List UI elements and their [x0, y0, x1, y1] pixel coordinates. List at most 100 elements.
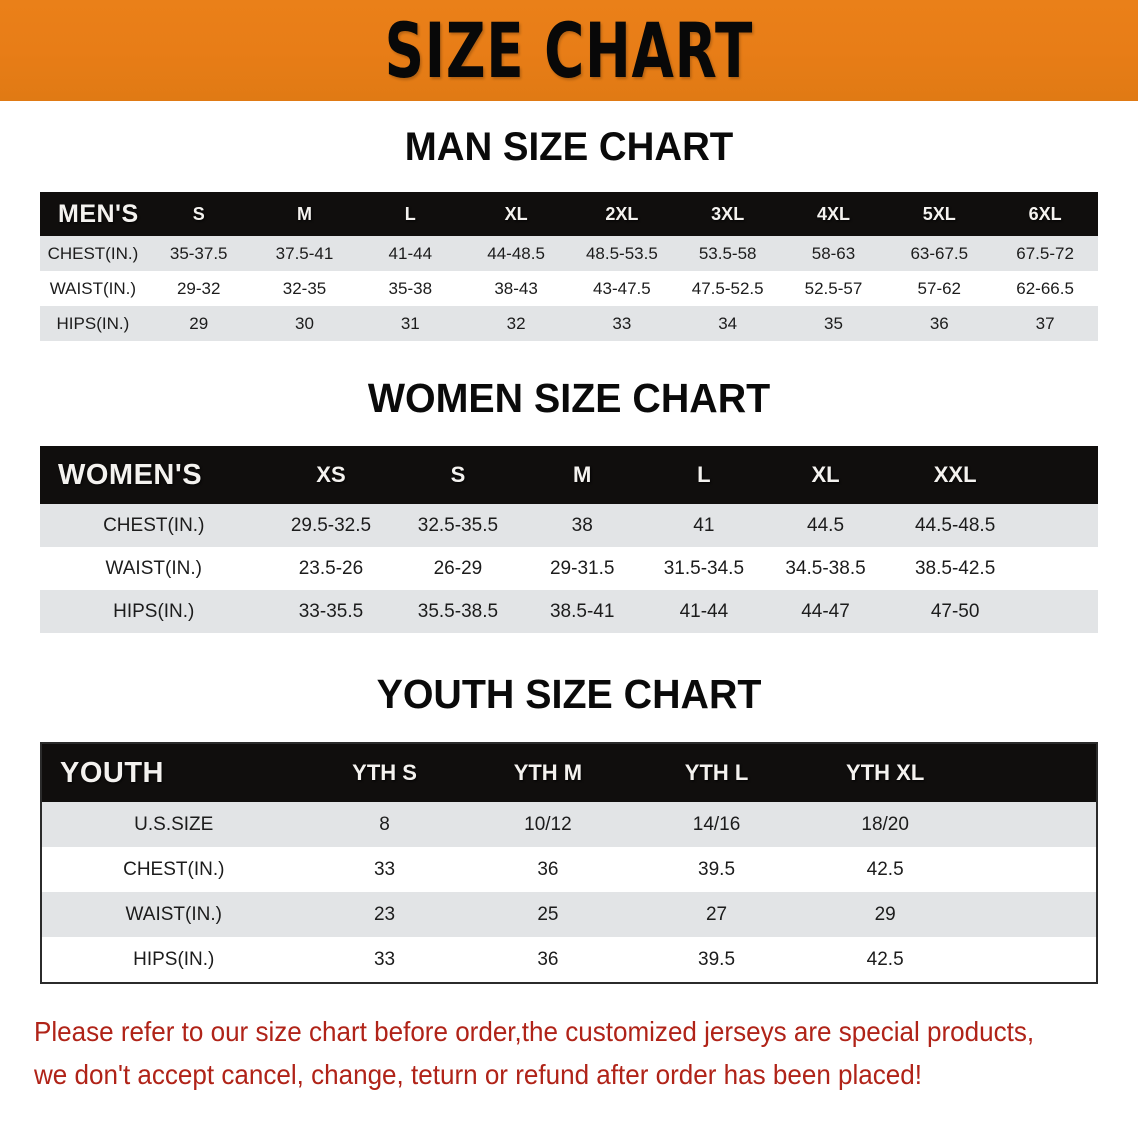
women-row-label: HIPS(IN.): [113, 600, 195, 622]
youth-cell: 25: [537, 903, 559, 925]
man-cell: 41-44: [388, 243, 433, 263]
man-cell: 37: [1035, 313, 1055, 333]
youth-row-spacer: [969, 892, 1096, 937]
man-cell: 34: [718, 313, 738, 333]
table-row: U.S.SIZE 8 10/12 14/16 18/20: [42, 802, 1096, 847]
man-col-header: 5XL: [922, 203, 956, 224]
women-cell: 31.5-34.5: [663, 557, 745, 579]
man-corner-label: MEN'S: [58, 199, 139, 228]
man-cell: 32-35: [282, 278, 327, 298]
women-col-header: XXL: [933, 462, 977, 487]
women-cell: 29.5-32.5: [290, 514, 372, 536]
women-cell: 35.5-38.5: [417, 600, 499, 622]
man-cell: 32: [506, 313, 526, 333]
man-cell: 31: [400, 313, 420, 333]
youth-cell: 36: [537, 858, 559, 880]
women-table-wrapper: WOMEN'S XS S M L XL XXL CHEST(IN.) 29.5-…: [40, 446, 1098, 633]
man-cell: 33: [612, 313, 632, 333]
disclaimer-line-2: we don't accept cancel, change, teturn o…: [34, 1059, 923, 1091]
man-cell: 53.5-58: [698, 243, 757, 263]
man-row-label: CHEST(IN.): [47, 243, 139, 263]
man-cell: 35-37.5: [169, 243, 228, 263]
women-header-spacer: [1024, 446, 1098, 504]
man-row-label: HIPS(IN.): [56, 313, 130, 333]
man-cell: 47.5-52.5: [691, 278, 764, 298]
youth-col-header: YTH L: [684, 760, 749, 785]
man-cell: 63-67.5: [910, 243, 969, 263]
women-row-label: WAIST(IN.): [105, 557, 202, 579]
man-cell: 43-47.5: [593, 278, 651, 298]
table-row: CHEST(IN.) 33 36 39.5 42.5: [42, 847, 1096, 892]
table-row: WAIST(IN.) 23 25 27 29: [42, 892, 1096, 937]
women-row-label: CHEST(IN.): [103, 514, 205, 536]
man-cell: 29: [189, 313, 209, 333]
man-table-header-row: MEN'S S M L XL 2XL 3XL 4XL 5XL 6XL: [40, 192, 1098, 236]
youth-cell: 36: [537, 948, 559, 970]
man-col-header: M: [296, 203, 312, 224]
youth-cell: 18/20: [861, 813, 909, 835]
youth-cell: 39.5: [698, 948, 736, 970]
table-row: WAIST(IN.) 23.5-26 26-29 29-31.5 31.5-34…: [40, 547, 1098, 590]
man-cell: 67.5-72: [1016, 243, 1074, 263]
youth-row-spacer: [969, 802, 1096, 847]
man-col-header: 6XL: [1028, 203, 1062, 224]
man-cell: 35-38: [388, 278, 433, 298]
youth-row-spacer: [969, 937, 1096, 982]
man-cell: 52.5-57: [804, 278, 863, 298]
man-col-header: S: [192, 203, 205, 224]
women-cell: 38.5-41: [549, 600, 615, 622]
youth-row-label: HIPS(IN.): [133, 948, 215, 970]
women-cell: 44-47: [801, 600, 850, 622]
man-cell: 62-66.5: [1016, 278, 1074, 298]
youth-col-header: YTH XL: [846, 760, 925, 785]
women-col-header: XL: [811, 462, 840, 487]
table-row: HIPS(IN.) 33 36 39.5 42.5: [42, 937, 1096, 982]
women-cell: 34.5-38.5: [785, 557, 866, 579]
women-size-table: WOMEN'S XS S M L XL XXL CHEST(IN.) 29.5-…: [40, 446, 1098, 633]
youth-header-spacer: [969, 744, 1096, 802]
youth-row-spacer: [969, 847, 1096, 892]
man-cell: 38-43: [494, 278, 538, 298]
youth-table-body: YOUTH YTH S YTH M YTH L YTH XL U.S.SIZE …: [42, 744, 1096, 982]
youth-size-table: YOUTH YTH S YTH M YTH L YTH XL U.S.SIZE …: [42, 744, 1096, 982]
youth-row-label: WAIST(IN.): [125, 903, 222, 925]
man-col-header: 3XL: [711, 203, 745, 224]
women-row-spacer: [1024, 504, 1098, 547]
youth-cell: 42.5: [866, 948, 904, 970]
page-title: SIZE CHART: [384, 5, 754, 95]
table-row: HIPS(IN.) 29 30 31 32 33 34 35 36 37: [40, 306, 1098, 341]
youth-row-label: CHEST(IN.): [123, 858, 225, 880]
youth-cell: 10/12: [524, 813, 572, 835]
man-cell: 48.5-53.5: [585, 243, 658, 263]
man-col-header: 2XL: [605, 203, 639, 224]
man-table-body: MEN'S S M L XL 2XL 3XL 4XL 5XL 6XL CHEST…: [40, 192, 1098, 341]
youth-section-title: YOUTH SIZE CHART: [376, 671, 762, 717]
youth-table-wrapper: YOUTH YTH S YTH M YTH L YTH XL U.S.SIZE …: [40, 742, 1098, 984]
women-section-title: WOMEN SIZE CHART: [367, 375, 771, 421]
man-cell: 30: [295, 313, 314, 333]
man-cell: 44-48.5: [487, 243, 545, 263]
man-cell: 35: [824, 313, 843, 333]
disclaimer-line-1: Please refer to our size chart before or…: [34, 1016, 1035, 1047]
women-corner-label: WOMEN'S: [58, 458, 203, 491]
women-col-header: M: [573, 462, 592, 487]
women-row-spacer: [1024, 547, 1098, 590]
youth-col-header: YTH M: [513, 760, 583, 785]
man-size-table: MEN'S S M L XL 2XL 3XL 4XL 5XL 6XL CHEST…: [40, 192, 1098, 341]
youth-cell: 27: [705, 903, 728, 925]
women-cell: 26-29: [433, 557, 483, 579]
women-col-header: L: [697, 462, 711, 487]
women-cell: 33-35.5: [298, 600, 364, 622]
disclaimer-text: Please refer to our size chart before or…: [34, 1010, 1035, 1097]
women-table-header-row: WOMEN'S XS S M L XL XXL: [40, 446, 1098, 504]
man-cell: 29-32: [176, 278, 221, 298]
man-cell: 36: [929, 313, 949, 333]
women-cell: 41-44: [679, 600, 729, 622]
youth-cell: 8: [379, 813, 390, 835]
man-section-title: MAN SIZE CHART: [404, 125, 734, 169]
man-col-header: 4XL: [816, 203, 850, 224]
youth-table-header-row: YOUTH YTH S YTH M YTH L YTH XL: [42, 744, 1096, 802]
women-table-body: WOMEN'S XS S M L XL XXL CHEST(IN.) 29.5-…: [40, 446, 1098, 633]
man-col-header: XL: [504, 203, 528, 224]
women-cell: 38.5-42.5: [914, 557, 996, 579]
